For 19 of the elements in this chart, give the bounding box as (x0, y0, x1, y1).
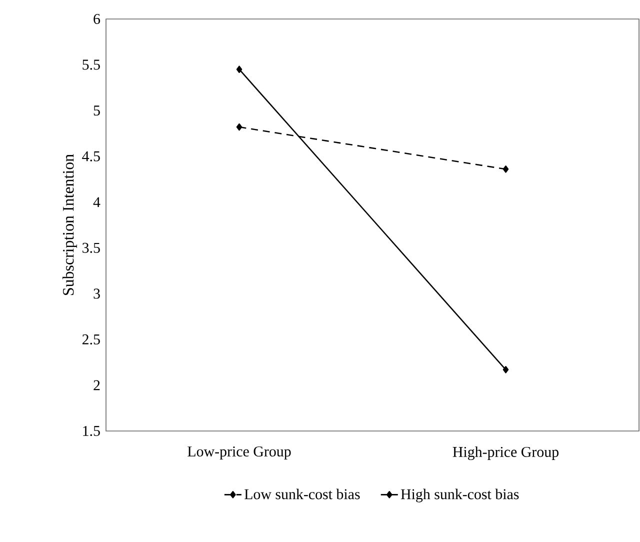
legend-label: High sunk-cost bias (400, 488, 519, 502)
y-tick-label: 4 (93, 197, 100, 208)
x-tick-label: High-price Group (452, 446, 559, 460)
y-axis-title: Subscription Intention (62, 154, 77, 295)
y-tick-label: 3 (94, 288, 100, 299)
legend-label: Low sunk-cost bias (244, 488, 360, 500)
y-tick-label: 1.5 (83, 426, 100, 436)
y-tick-label: 2 (94, 380, 100, 390)
point (236, 66, 242, 73)
y-tick-label: 5.5 (82, 60, 100, 70)
x-tick-label: Low-price Group (188, 446, 291, 460)
point (502, 166, 509, 173)
y-tick-label: 6 (94, 14, 100, 24)
y-tick-label: 3.5 (82, 242, 100, 253)
y-tick-label: 5 (94, 106, 100, 116)
y-tick-label: 4.5 (82, 151, 100, 162)
y-tick-label: 2.5 (82, 334, 100, 345)
point (502, 366, 509, 374)
point (236, 123, 242, 131)
